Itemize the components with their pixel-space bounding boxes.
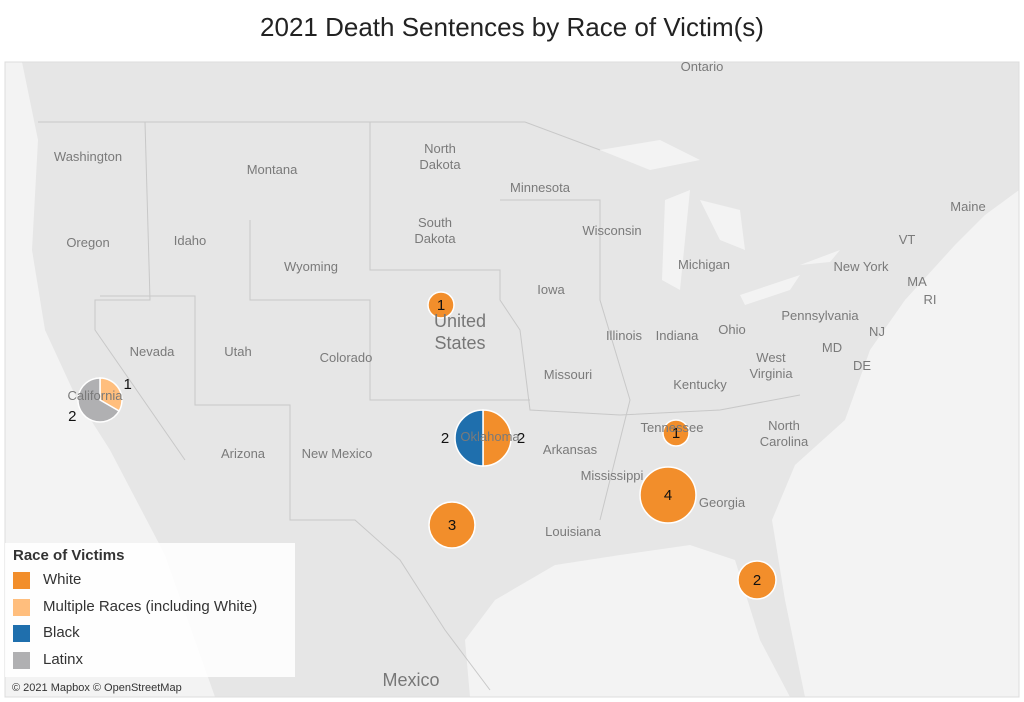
map-label: California <box>67 388 123 403</box>
map-label: NJ <box>869 324 885 339</box>
map-label: Ontario <box>680 59 724 74</box>
map-label: North Carolina <box>759 418 809 449</box>
map-label: Oklahoma <box>460 429 520 444</box>
legend: Race of Victims White Multiple Races (inc… <box>5 543 295 677</box>
map-label: Montana <box>246 162 298 177</box>
map-label: New Mexico <box>301 446 373 461</box>
markers: 1 1 2 2 2 1 4 3 2 <box>68 291 777 600</box>
map-label: Wisconsin <box>582 223 642 238</box>
map-label: Arizona <box>220 446 266 461</box>
marker-label: 3 <box>448 517 456 534</box>
pie-slice <box>482 409 512 467</box>
border-line <box>38 121 601 151</box>
borders <box>38 121 801 691</box>
marker-label: 2 <box>441 430 449 447</box>
pie-slice <box>428 501 476 549</box>
marker-label: 1 <box>437 297 445 314</box>
map-label: New York <box>833 259 889 274</box>
map-label: North Dakota <box>419 141 461 172</box>
pie-slice <box>737 560 777 600</box>
map-label: VT <box>898 232 916 247</box>
map-frame <box>4 61 1020 698</box>
border-line <box>249 220 530 401</box>
map-label: Colorado <box>319 350 373 365</box>
marker-label: 1 <box>124 376 132 393</box>
map-label: Iowa <box>537 282 565 297</box>
pie-slice <box>639 466 697 524</box>
map-label: Missouri <box>543 367 593 382</box>
map-label: Georgia <box>698 495 746 510</box>
legend-label: White <box>43 571 82 588</box>
map-label: MD <box>821 340 843 355</box>
map-label: United States <box>433 311 487 353</box>
map-label: Tennessee <box>640 420 704 435</box>
border-line <box>100 295 491 691</box>
title: 2021 Death Sentences by Race of Victim(s… <box>260 12 764 42</box>
legend-swatch <box>13 651 30 669</box>
legend-swatch <box>13 572 30 589</box>
marker-label: 2 <box>68 408 76 425</box>
map-label: Pennsylvania <box>781 308 859 323</box>
map-label: Nevada <box>129 344 175 359</box>
map-label: Indiana <box>655 328 699 343</box>
pie-slice <box>77 377 121 423</box>
marker-label: 4 <box>664 487 672 504</box>
marker-label: 1 <box>672 425 680 442</box>
map-label: Kentucky <box>673 377 727 392</box>
marker-label: 2 <box>517 430 525 447</box>
map-label: Mexico <box>382 670 440 690</box>
legend-swatch <box>13 598 30 616</box>
map-label: RI <box>923 292 937 307</box>
marker-label: 2 <box>753 572 761 589</box>
map-label: Illinois <box>605 328 643 343</box>
great-lakes <box>600 140 840 305</box>
map-label: Wyoming <box>283 259 339 274</box>
legend-label: Multiple Races (including White) <box>43 597 258 615</box>
legend-title: Race of Victims <box>13 547 125 564</box>
border-line <box>94 121 186 461</box>
map-label: Washington <box>53 149 123 164</box>
map-label: Ohio <box>718 322 746 337</box>
map-label: Utah <box>224 344 252 359</box>
map-label: West Virginia <box>749 350 793 381</box>
border-line <box>369 122 801 416</box>
map-label: Idaho <box>173 233 207 248</box>
border-line <box>500 199 631 521</box>
pie-slice <box>427 291 455 319</box>
pie-slice <box>662 419 690 447</box>
map-label: MA <box>907 274 927 289</box>
map-label: Minnesota <box>510 180 570 195</box>
atlantic-ocean <box>772 190 1019 697</box>
map-label: Maine <box>950 199 986 214</box>
map-label: Mississippi <box>580 468 644 483</box>
map-label: Arkansas <box>542 442 598 457</box>
map-label: DE <box>852 358 872 373</box>
map-label: Louisiana <box>545 524 601 539</box>
gulf-of-mexico <box>465 545 790 697</box>
legend-swatch <box>13 625 30 642</box>
map-label: Michigan <box>677 257 731 272</box>
legend-label: Latinx <box>43 650 84 668</box>
attribution: © 2021 Mapbox © OpenStreetMap <box>12 682 182 694</box>
legend-label: Black <box>43 624 80 641</box>
map-label: Oregon <box>66 235 110 250</box>
pacific-ocean <box>5 62 215 697</box>
pie-slice <box>454 409 484 467</box>
map-label: South Dakota <box>414 215 456 246</box>
